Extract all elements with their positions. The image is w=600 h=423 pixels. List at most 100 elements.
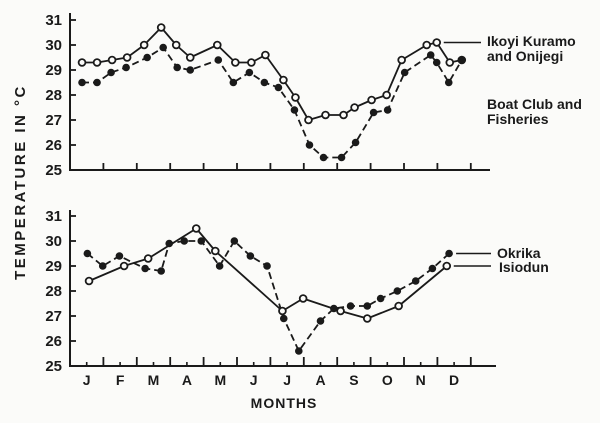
data-point-isiodun [394,301,403,311]
month-label-J-5: J [250,372,258,388]
data-point-okrika [279,314,288,323]
y-tick-label: 25 [45,162,62,179]
month-label-N-10: N [416,372,426,388]
data-point-boat-club-and-fisheries [214,56,223,64]
data-point-boat-club-and-fisheries [337,153,346,162]
data-point-isiodun [278,306,287,316]
month-label-S-8: S [349,372,358,388]
data-point-ikoyi-kuramo-and-onijegi [77,58,87,67]
data-point-ikoyi-kuramo-and-onijegi [247,58,256,67]
data-point-boat-club-and-fisheries [351,138,360,147]
data-point-okrika [180,237,189,245]
y-tick-label: 30 [45,233,62,250]
data-point-boat-club-and-fisheries [78,78,86,87]
data-point-okrika [115,252,124,260]
data-point-okrika [428,264,437,273]
data-point-boat-club-and-fisheries [93,78,101,87]
y-tick-label: 28 [45,283,62,300]
data-point-okrika [363,302,372,310]
legend-ikoyi-line1: Ikoyi Kuramo [487,33,576,49]
data-point-boat-club-and-fisheries [400,68,409,77]
month-label-D-11: D [449,372,459,388]
month-label-J-0: J [83,372,91,388]
data-point-ikoyi-kuramo-and-onijegi [422,40,432,50]
data-point-ikoyi-kuramo-and-onijegi [397,55,406,65]
legend-okrika: Okrika [497,245,541,261]
data-point-boat-club-and-fisheries [245,68,254,77]
data-point-ikoyi-kuramo-and-onijegi [156,23,166,32]
y-tick-label: 26 [45,333,62,350]
data-point-okrika [346,302,355,310]
data-point-ikoyi-kuramo-and-onijegi [171,40,181,50]
y-tick-label: 30 [45,37,62,54]
data-point-boat-club-and-fisheries [143,53,151,62]
legend-boatclub-line2: Fisheries [487,111,549,127]
data-point-isiodun [362,314,372,323]
data-point-okrika [246,252,255,260]
legend-boatclub-line1: Boat Club and [487,96,582,112]
data-point-okrika [165,239,173,248]
y-tick-label: 31 [45,208,62,225]
y-tick-label: 27 [45,308,62,325]
data-point-boat-club-and-fisheries [107,68,115,77]
data-point-ikoyi-kuramo-and-onijegi [107,55,117,65]
month-label-A-7: A [315,372,325,388]
legend-leader-lines [443,41,491,267]
month-label-J-6: J [283,372,291,388]
series-line-okrika [86,240,450,352]
data-point-ikoyi-kuramo-and-onijegi [185,53,195,62]
month-label-A-3: A [182,372,192,388]
x-axis-title: MONTHS [251,395,318,411]
data-point-isiodun [442,261,452,271]
month-label-O-9: O [382,372,393,388]
data-point-boat-club-and-fisheries [319,153,328,162]
data-point-boat-club-and-fisheries [290,106,299,114]
data-point-boat-club-and-fisheries [426,51,435,59]
data-point-ikoyi-kuramo-and-onijegi [291,93,300,102]
data-point-okrika [445,249,453,258]
data-point-okrika [141,264,149,273]
data-point-boat-club-and-fisheries [305,141,314,149]
data-point-ikoyi-kuramo-and-onijegi [432,38,442,47]
data-point-ikoyi-kuramo-and-onijegi [339,110,348,120]
legend-ikoyi-line2: and Onijegi [487,48,563,64]
data-point-okrika [263,262,271,270]
series-line-isiodun [88,227,448,320]
data-point-boat-club-and-fisheries [159,43,167,52]
data-point-boat-club-and-fisheries [274,83,283,92]
data-point-okrika [393,287,402,295]
y-tick-label: 25 [45,358,62,375]
y-tick-label: 29 [45,62,62,79]
data-point-ikoyi-kuramo-and-onijegi [231,58,240,67]
data-point-ikoyi-kuramo-and-onijegi [261,50,270,60]
legend-isiodun: Isiodun [499,259,549,275]
data-point-okrika [215,262,224,270]
y-tick-label: 27 [45,112,62,129]
data-point-boat-club-and-fisheries [432,58,441,67]
data-point-boat-club-and-fisheries [444,78,453,87]
data-point-okrika [230,237,239,245]
data-point-isiodun [191,224,201,233]
y-tick-label: 26 [45,137,62,154]
data-point-okrika [316,317,325,325]
data-point-okrika [83,249,92,258]
data-point-okrika [98,262,107,270]
y-tick-label: 29 [45,258,62,275]
data-point-boat-club-and-fisheries [122,63,130,72]
month-label-M-4: M [214,372,226,388]
data-point-boat-club-and-fisheries [457,56,466,64]
data-point-ikoyi-kuramo-and-onijegi [139,40,149,50]
data-point-isiodun [84,276,94,286]
data-point-okrika [411,277,420,285]
data-point-ikoyi-kuramo-and-onijegi [445,58,455,67]
data-point-okrika [197,237,206,245]
data-point-ikoyi-kuramo-and-onijegi [212,40,222,50]
data-point-okrika [376,294,385,303]
data-point-isiodun [336,306,345,316]
data-point-ikoyi-kuramo-and-onijegi [350,103,359,112]
data-point-boat-club-and-fisheries [186,66,195,74]
data-point-okrika [157,267,165,275]
data-point-ikoyi-kuramo-and-onijegi [122,53,132,62]
data-point-boat-club-and-fisheries [383,106,392,114]
